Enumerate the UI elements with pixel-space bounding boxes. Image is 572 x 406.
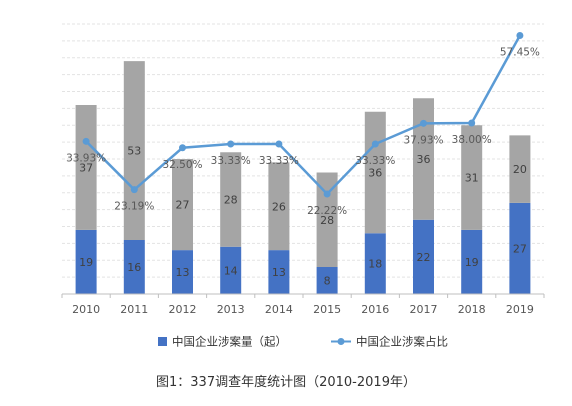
x-tick-label: 2017 xyxy=(410,303,438,316)
bar-cases xyxy=(220,246,242,294)
bar-other xyxy=(461,125,483,230)
share-label: 32.50% xyxy=(162,159,202,171)
share-label: 23.19% xyxy=(114,201,154,213)
share-point xyxy=(371,140,379,148)
bar-cases xyxy=(316,267,338,294)
share-point xyxy=(130,186,138,194)
bar-label-cases: 19 xyxy=(465,256,479,269)
bar-label-other: 36 xyxy=(417,153,431,166)
share-label: 38.00% xyxy=(452,134,492,146)
bar-label-cases: 18 xyxy=(368,258,382,271)
share-point xyxy=(227,140,235,148)
bar-other xyxy=(220,152,242,247)
bar-other xyxy=(123,61,145,240)
bar-label-other: 27 xyxy=(176,199,190,212)
legend: 中国企业涉案量（起） 中国企业涉案占比 xyxy=(158,335,448,349)
bar-cases xyxy=(461,229,483,294)
legend-swatch-cases xyxy=(158,337,167,346)
bar-label-other: 26 xyxy=(272,200,286,213)
bar-cases xyxy=(172,250,193,294)
bar-cases xyxy=(75,229,97,294)
bar-other xyxy=(316,172,338,267)
share-line xyxy=(82,31,524,198)
share-point xyxy=(323,190,331,198)
x-tick-label: 2015 xyxy=(313,303,341,316)
bar-cases xyxy=(268,250,290,294)
bars xyxy=(75,61,531,294)
share-labels: 33.93% 23.19% 32.50% 33.33% 33.33% 22.22% 33.3… xyxy=(66,46,540,217)
bar-label-cases: 13 xyxy=(176,266,190,279)
bar-other xyxy=(413,98,434,220)
share-label: 33.33% xyxy=(211,155,251,167)
bar-label-cases: 22 xyxy=(417,251,431,264)
figure-caption: 图1：337调查年度统计图（2010-2019年） xyxy=(156,375,416,390)
bar-other xyxy=(75,105,97,230)
legend-label-cases: 中国企业涉案量（起） xyxy=(172,335,287,349)
legend-marker-share xyxy=(337,338,345,345)
x-tick-label: 2016 xyxy=(361,303,389,316)
bar-label-other: 53 xyxy=(127,145,141,158)
bar-cases xyxy=(364,233,386,294)
bar-label-cases: 13 xyxy=(272,266,286,279)
share-point xyxy=(516,31,524,39)
share-line-path xyxy=(85,34,521,196)
share-point xyxy=(275,140,283,148)
share-label: 57.45% xyxy=(500,46,540,58)
bar-other xyxy=(172,159,193,251)
bar-other xyxy=(268,162,290,251)
bar-label-other: 20 xyxy=(513,163,527,176)
share-label: 33.33% xyxy=(355,155,395,167)
share-point xyxy=(179,144,186,152)
x-tick-label: 2013 xyxy=(217,303,245,316)
share-point xyxy=(468,119,476,127)
chart: 193716531327142813268281836223619312720 … xyxy=(61,23,545,349)
share-point xyxy=(82,137,90,145)
bar-cases xyxy=(509,202,531,294)
bar-label-other: 28 xyxy=(320,214,334,227)
share-label: 33.93% xyxy=(66,152,106,164)
bar-label-cases: 14 xyxy=(224,264,238,277)
bar-label-other: 36 xyxy=(368,167,382,180)
bar-cases xyxy=(123,240,145,294)
bar-label-other: 37 xyxy=(79,161,93,174)
share-label: 37.93% xyxy=(403,134,443,146)
bar-label-other: 28 xyxy=(224,194,238,207)
share-point xyxy=(420,119,427,127)
bar-cases xyxy=(413,219,434,294)
x-axis: 2010 2011 2012 2013 2014 2015 2016 2017 2018 2019 xyxy=(61,293,545,316)
x-tick-label: 2012 xyxy=(169,303,197,316)
share-label: 22.22% xyxy=(307,205,347,217)
x-tick-label: 2018 xyxy=(458,303,486,316)
x-tick-label: 2010 xyxy=(72,303,100,316)
bar-label-cases: 19 xyxy=(79,256,93,269)
share-label: 33.33% xyxy=(259,155,299,167)
bar-label-cases: 27 xyxy=(513,242,527,255)
bar-label-cases: 16 xyxy=(127,261,141,274)
bar-other xyxy=(509,135,531,203)
bar-label-other: 31 xyxy=(465,172,479,185)
x-tick-label: 2014 xyxy=(265,303,293,316)
bar-labels: 19 37 16 53 13 27 14 28 13 26 8 28 18 36 22 36 19 31 27 20 xyxy=(79,145,527,288)
x-tick-label: 2011 xyxy=(120,303,148,316)
bar-label-cases: 8 xyxy=(324,275,331,288)
x-tick-label: 2019 xyxy=(506,303,534,316)
legend-label-share: 中国企业涉案占比 xyxy=(356,335,448,349)
